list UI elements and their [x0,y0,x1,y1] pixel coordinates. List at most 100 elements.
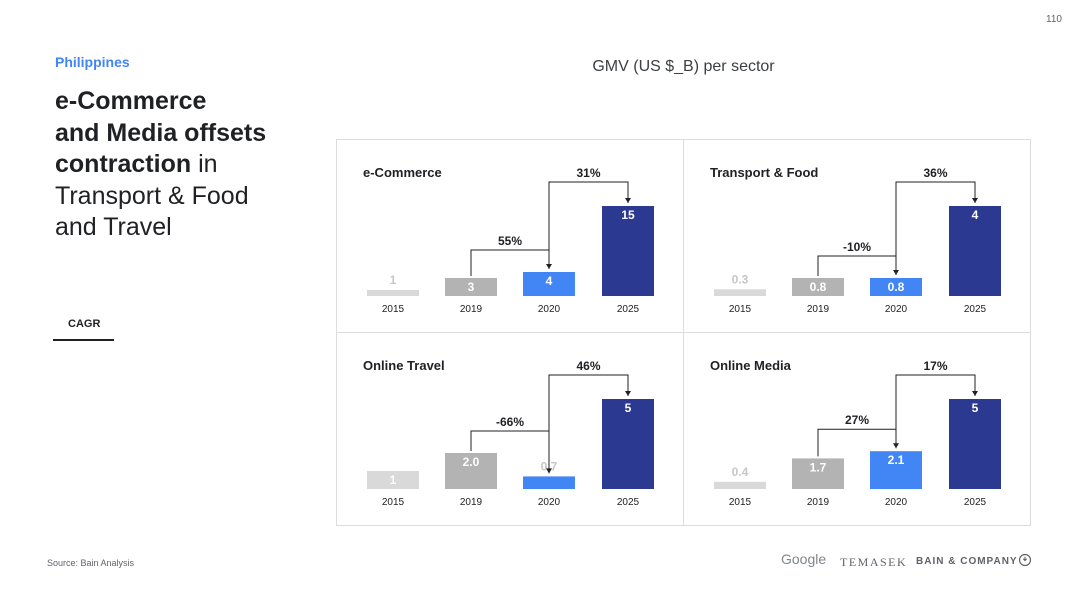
value-label-2020: 0.8 [888,280,905,294]
x-tick-2020: 2020 [538,304,561,315]
cagr-arrow-2019-2020 [893,443,899,449]
cagr-legend-underline [53,339,114,341]
cagr-connector-2020-2025 [895,374,976,432]
cagr-label-2020-2025: 17% [923,359,947,373]
value-label-2020: 4 [546,274,553,288]
google-logo: Google [781,551,827,567]
cagr-connector-2019-2020 [470,249,550,276]
cagr-label-2019-2020: 27% [845,413,869,427]
bar-2020 [523,476,575,489]
cagr-label-2020-2025: 31% [576,166,600,180]
headline-line-5: and Travel [55,213,172,241]
bar-2020 [870,278,922,296]
cagr-arrow-2019-2020 [893,270,899,275]
x-tick-2025: 2025 [964,497,987,508]
cagr-connector-2019-2020 [817,428,897,457]
value-label-2019: 2.0 [463,455,480,469]
x-tick-2020: 2020 [538,497,561,508]
cagr-label-2019-2020: 55% [498,234,522,248]
headline-line-2: and Media offsets [55,118,267,147]
panel-title: Online Media [710,358,792,373]
cagr-arrow-2020-2025 [972,198,978,203]
cagr-connector-2020-2025 [548,374,629,457]
bar-2015 [367,471,419,489]
panel-transport-food: Transport & Food 0.3 2015 0.8 2019 0.8 2020 4 20… [710,165,1001,315]
bar-2015 [714,481,766,489]
headline-line-4: Transport & Food [55,181,249,210]
bar-2019 [445,278,497,296]
x-tick-2019: 2019 [460,304,483,315]
x-tick-2015: 2015 [729,304,752,315]
cagr-arrow-2019-2020 [546,468,552,474]
bain-circle-icon [1018,553,1032,567]
value-label-2025: 15 [621,208,635,222]
cagr-connector-2019-2020 [817,255,897,276]
bar-2025 [949,399,1001,489]
value-label-2015: 1 [390,273,397,287]
chart-main-title: GMV (US $_B) per sector [592,58,775,75]
country-label: Philippines [55,54,130,70]
x-tick-2015: 2015 [382,497,405,508]
cagr-legend-label: CAGR [68,318,101,330]
panel-divider-horizontal [337,332,1030,333]
cagr-label-2019-2020: -10% [843,240,871,254]
value-label-2020: 2.1 [888,453,905,467]
panel-online-media: Online Media 0.4 2015 1.7 2019 2.1 2020 5 2025 27… [710,358,1001,508]
x-tick-2019: 2019 [460,497,483,508]
page-number: 110 [1046,14,1062,25]
value-label-2019: 0.8 [810,280,827,294]
bar-2020 [523,272,575,296]
value-label-2015: 1 [390,473,397,487]
x-tick-2025: 2025 [964,304,987,315]
x-tick-2020: 2020 [885,304,908,315]
value-label-2015: 0.4 [732,465,749,479]
headline: e-Commerce and Media offsets contraction… [55,86,315,244]
temasek-logo: TEMASEK [840,555,908,569]
headline-line-1: e-Commerce [55,87,207,115]
value-label-2025: 5 [625,401,632,415]
x-tick-2025: 2025 [617,304,640,315]
headline-line-3-bold: contraction [55,150,192,178]
bar-2025 [602,399,654,489]
cagr-arrow-2020-2025 [625,391,631,396]
cagr-connector-2020-2025 [548,181,629,252]
chart-grid: e-Commerce 1 2015 3 2019 4 2020 15 2025 55% 31% Tra… [336,139,1031,526]
x-tick-2019: 2019 [807,304,830,315]
source-note: Source: Bain Analysis [47,558,135,568]
bar-2019 [792,278,844,296]
bar-2025 [949,206,1001,296]
cagr-label-2020-2025: 36% [923,166,947,180]
bar-2015 [714,289,766,296]
x-tick-2019: 2019 [807,497,830,508]
bar-2015 [367,290,419,296]
cagr-connector-2020-2025 [895,181,976,258]
headline-line-3: contraction in [55,149,315,181]
panel-e-commerce: e-Commerce 1 2015 3 2019 4 2020 15 2025 55% 31% [363,165,654,315]
cagr-arrow-2020-2025 [972,391,978,396]
cagr-arrow-2019-2020 [546,264,552,269]
cagr-label-2020-2025: 46% [576,359,600,373]
value-label-2019: 1.7 [810,460,827,474]
x-tick-2020: 2020 [885,497,908,508]
cagr-label-2019-2020: -66% [496,415,524,429]
value-label-2025: 5 [972,401,979,415]
bar-2019 [445,453,497,489]
bain-logo: BAIN & COMPANY [916,556,1018,567]
headline-line-3-rest: in [191,150,218,178]
value-label-2019: 3 [468,280,475,294]
value-label-2015: 0.3 [732,272,749,286]
x-tick-2015: 2015 [382,304,405,315]
panel-title: Transport & Food [710,165,818,180]
x-tick-2025: 2025 [617,497,640,508]
panel-online-travel: Online Travel120152.020190.7202052025-66… [363,358,654,508]
cagr-arrow-2020-2025 [625,198,631,203]
bar-2025 [602,206,654,296]
bar-2019 [792,458,844,489]
bar-2020 [870,451,922,489]
panel-title: e-Commerce [363,165,442,180]
x-tick-2015: 2015 [729,497,752,508]
panel-title: Online Travel [363,358,445,373]
value-label-2025: 4 [972,208,979,222]
